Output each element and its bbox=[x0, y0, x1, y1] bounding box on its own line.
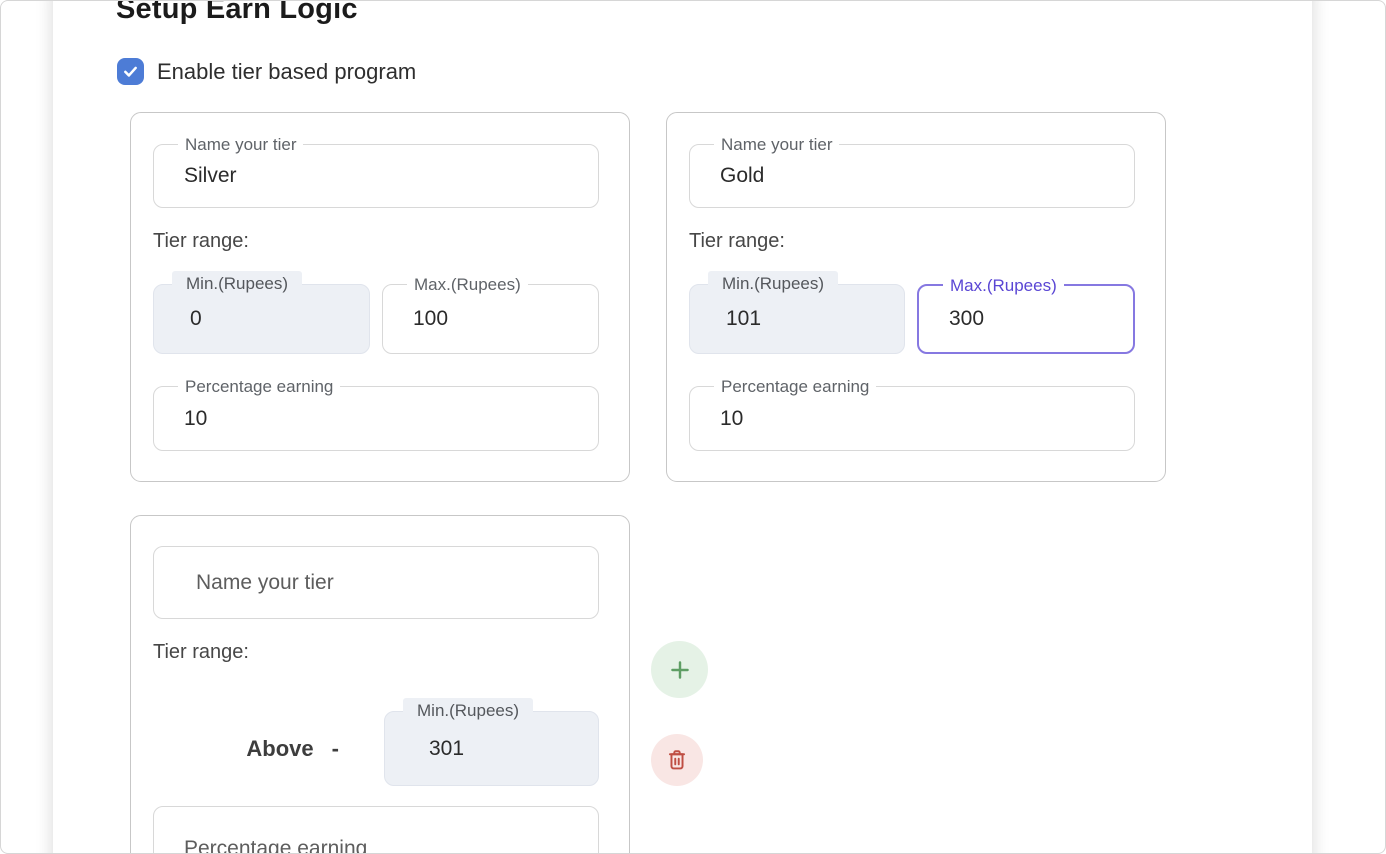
tier-max-input[interactable] bbox=[919, 307, 1133, 331]
add-tier-button[interactable] bbox=[651, 641, 708, 698]
enable-tier-checkbox[interactable] bbox=[117, 58, 144, 85]
tier-name-label: Name your tier bbox=[714, 135, 840, 154]
tier-min-input bbox=[690, 307, 904, 331]
content-panel: Setup Earn Logic Enable tier based progr… bbox=[53, 0, 1312, 853]
tier-percentage-field[interactable] bbox=[153, 806, 599, 853]
tier-max-label: Max.(Rupees) bbox=[943, 276, 1064, 295]
tier-percentage-label: Percentage earning bbox=[714, 377, 877, 396]
tier-max-field-focused[interactable]: Max.(Rupees) bbox=[917, 276, 1135, 354]
tier-name-input[interactable] bbox=[154, 570, 598, 595]
tier-name-label: Name your tier bbox=[178, 135, 304, 154]
above-label: Above bbox=[246, 735, 314, 761]
tier-min-field: Min.(Rupees) bbox=[153, 271, 370, 354]
tier-min-label: Min.(Rupees) bbox=[708, 271, 839, 294]
tier-name-field[interactable]: Name your tier bbox=[153, 135, 599, 208]
tier-name-field[interactable]: Name your tier bbox=[689, 135, 1135, 208]
tier-name-input[interactable] bbox=[154, 164, 598, 188]
tier-name-field[interactable] bbox=[153, 546, 599, 619]
tier-card-gold: Name your tier Tier range: Min.(Rupees) … bbox=[666, 112, 1166, 482]
tier-min-input bbox=[154, 307, 369, 331]
enable-tier-label: Enable tier based program bbox=[157, 58, 417, 84]
tier-percentage-input[interactable] bbox=[690, 406, 1134, 431]
checkmark-icon bbox=[124, 66, 137, 77]
tier-percentage-input[interactable] bbox=[154, 837, 598, 853]
tier-range-label: Tier range: bbox=[153, 230, 249, 252]
tier-card-silver: Name your tier Tier range: Min.(Rupees) … bbox=[130, 112, 630, 482]
tier-range-label: Tier range: bbox=[689, 230, 785, 252]
tier-max-field[interactable]: Max.(Rupees) bbox=[382, 275, 599, 354]
tier-card-new: Tier range: Above - Min.(Rupees) bbox=[130, 515, 630, 853]
tier-percentage-field[interactable]: Percentage earning bbox=[689, 377, 1135, 451]
tier-min-label: Min.(Rupees) bbox=[403, 698, 534, 721]
delete-tier-button[interactable] bbox=[651, 734, 703, 786]
enable-tier-row: Enable tier based program bbox=[117, 58, 1312, 85]
tier-max-input[interactable] bbox=[383, 307, 598, 331]
tier-percentage-field[interactable]: Percentage earning bbox=[153, 377, 599, 451]
range-separator: - bbox=[331, 735, 339, 761]
tier-name-input[interactable] bbox=[690, 164, 1134, 188]
tier-range-label: Tier range: bbox=[153, 641, 249, 663]
tier-min-field: Min.(Rupees) bbox=[384, 698, 599, 786]
tier-min-input bbox=[385, 736, 598, 761]
tier-cards-grid: Name your tier Tier range: Min.(Rupees) … bbox=[130, 112, 1312, 853]
tier-range-row: Min.(Rupees) Max.(Rupees) bbox=[153, 271, 599, 354]
tier-range-row: Min.(Rupees) Max.(Rupees) bbox=[689, 271, 1135, 354]
trash-icon bbox=[668, 750, 686, 770]
tier-range-row: Above - Min.(Rupees) bbox=[153, 698, 599, 786]
plus-icon bbox=[670, 660, 689, 679]
page-title: Setup Earn Logic bbox=[116, 0, 358, 25]
tier-min-label: Min.(Rupees) bbox=[172, 271, 303, 294]
tier-actions bbox=[651, 641, 1166, 853]
tier-percentage-label: Percentage earning bbox=[178, 377, 341, 396]
tier-min-field: Min.(Rupees) bbox=[689, 271, 905, 354]
tier-percentage-input[interactable] bbox=[154, 406, 598, 431]
tier-max-label: Max.(Rupees) bbox=[407, 275, 528, 294]
